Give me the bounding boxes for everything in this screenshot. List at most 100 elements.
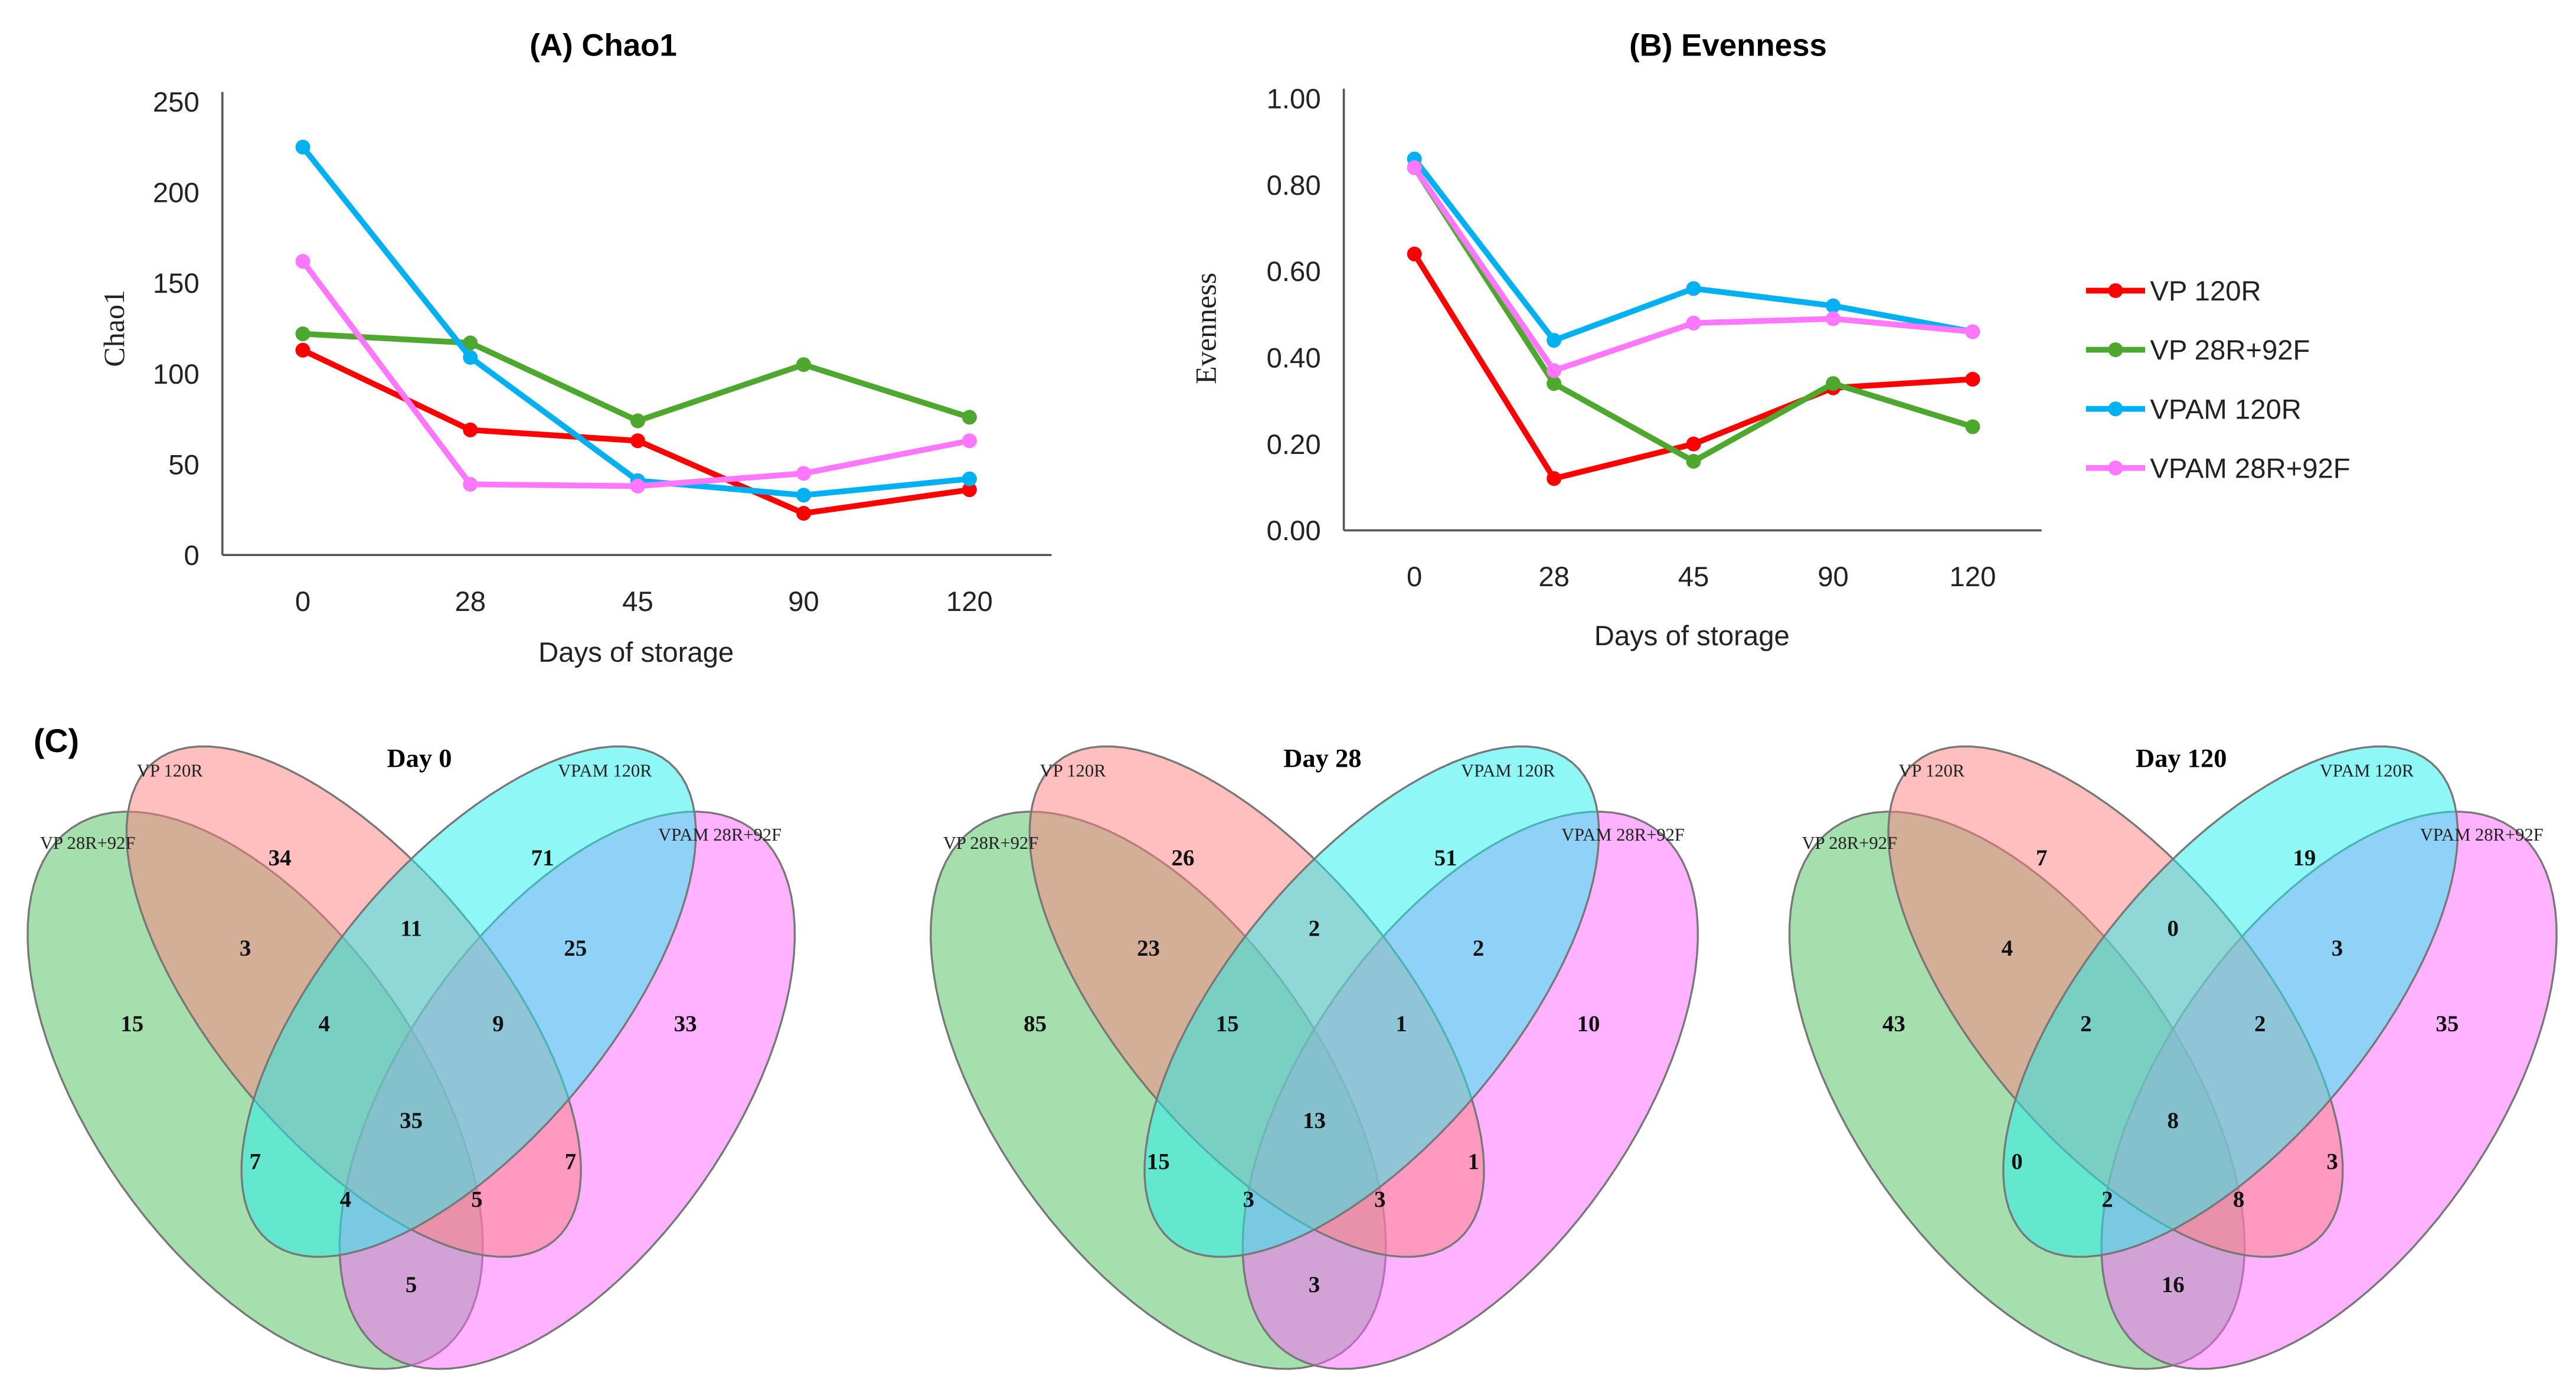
venn-region-count: 15 [1147,1149,1170,1175]
data-point [1686,453,1701,469]
y-tick-label: 1.00 [1267,84,1321,115]
data-point [463,349,478,365]
data-point [463,476,478,492]
data-point [962,433,977,449]
x-tick-label: 120 [946,586,993,617]
venn-set-ellipse [1143,745,1600,1258]
x-tick-label: 45 [1678,561,1709,593]
legend-item: VPAM 28R+92F [2085,453,2351,484]
venn-region-count: 3 [240,936,251,961]
venn-region-count: 26 [1172,845,1195,871]
x-tick-label: 28 [1538,561,1570,593]
data-point [295,326,310,342]
venn-region-count: 11 [400,916,422,942]
data-point [1547,333,1562,348]
venn-region-count: 9 [492,1011,504,1037]
venn-region-count: 2 [2101,1187,2113,1212]
data-point [1547,363,1562,378]
series-line-vpam-28r-92f [300,259,970,489]
venn-set-label: VPAM 120R [558,761,652,781]
x-tick-label: 45 [622,586,653,617]
venn-region-count: 0 [2168,916,2179,942]
venn-region-count: 15 [1216,1011,1239,1037]
venn-diagram-day-120: Day 120 VP 120R VPAM 120R VP 28R+92F VPAM 28… [1788,743,2558,1370]
data-point [295,139,310,155]
data-point [962,410,977,425]
x-axis-label: Days of storage [538,637,734,668]
panel-label: (C) [34,723,79,759]
legend-item: VP 28R+92F [2085,335,2310,366]
venn-diagram-day-28: Day 28 VP 120R VPAM 120R VP 28R+92F VPAM 28R… [930,743,1699,1370]
legend: VP 120R VP 28R+92F VPAM 120R VPAM 28R+92F [2085,276,2351,484]
venn-region-count: 35 [2436,1011,2459,1037]
venn-region-count: 10 [1577,1011,1600,1037]
venn-set-label: VP 120R [1898,761,1964,781]
venn-set-ellipse [2002,745,2459,1258]
data-point [1825,376,1841,391]
venn-set-label: VP 28R+92F [943,833,1038,853]
legend-swatch-marker [2108,460,2123,476]
venn-region-count: 16 [2162,1272,2185,1297]
data-point [1407,160,1422,175]
venn-region-count: 7 [250,1149,261,1175]
venn-set-label: VPAM 120R [2320,761,2414,781]
chart-title: (A) Chao1 [529,28,677,63]
data-point [962,482,977,498]
y-tick-label: 150 [153,268,200,299]
chao1-chart: (A) Chao1 0 50 100 150 200 250 0 28 45 90 120 Days o… [97,28,1052,668]
venn-region-count: 4 [340,1187,351,1212]
venn-set-label: VP 120R [137,761,203,781]
data-point [796,488,811,503]
y-axis-label: Evenness [1189,273,1222,384]
legend-swatch-marker [2108,401,2123,417]
venn-region-count: 2 [1309,916,1320,942]
data-point [1686,315,1701,331]
venn-region-count: 8 [2168,1108,2179,1133]
y-tick-label: 250 [153,87,200,118]
series-line-vpam-120r [1412,157,1973,344]
venn-set-label: VP 28R+92F [40,833,135,853]
legend-item: VP 120R [2085,276,2261,307]
venn-title: Day 28 [1283,743,1361,773]
venn-title: Day 0 [387,743,452,773]
x-tick-label: 120 [1949,561,1996,593]
x-tick-label: 0 [295,586,310,617]
data-point [295,342,310,358]
venn-region-count: 2 [1473,936,1484,961]
venn-diagram-day-0: Day 0 VP 120R VPAM 120R VP 28R+92F VPAM 28R+… [27,743,796,1370]
data-point [796,506,811,521]
data-point [1965,371,1980,387]
y-axis-label: Chao1 [97,290,130,367]
venn-set-label: VP 120R [1040,761,1106,781]
venn-region-count: 4 [318,1011,329,1037]
venn-title: Day 120 [2136,743,2227,773]
chart-title: (B) Evenness [1629,28,1827,63]
legend-swatch-marker [2108,342,2123,358]
data-point [796,357,811,372]
venn-region-count: 13 [1303,1108,1326,1133]
venn-set-ellipse [240,745,697,1258]
data-point [463,335,478,351]
venn-region-count: 3 [2326,1149,2338,1175]
venn-region-count: 3 [1374,1187,1385,1212]
venn-set-label: VPAM 120R [1461,761,1555,781]
y-tick-label: 0.40 [1267,343,1321,374]
y-tick-label: 0.60 [1267,256,1321,287]
data-point [463,422,478,437]
data-point [630,478,645,494]
data-point [1825,298,1841,313]
venn-region-count: 15 [120,1011,143,1037]
y-tick-label: 100 [153,359,200,390]
data-point [1686,436,1701,452]
legend-label: VP 120R [2150,276,2261,307]
x-tick-label: 90 [1817,561,1849,593]
venn-region-count: 2 [2254,1011,2266,1037]
venn-region-count: 33 [674,1011,697,1037]
venn-region-count: 3 [1309,1272,1320,1297]
y-tick-label: 50 [168,449,200,481]
legend-item: VPAM 120R [2085,394,2302,425]
venn-region-count: 5 [406,1272,417,1297]
legend-label: VPAM 120R [2150,394,2302,425]
venn-set-label: VPAM 28R+92F [2420,825,2544,845]
venn-region-count: 7 [2036,845,2047,871]
